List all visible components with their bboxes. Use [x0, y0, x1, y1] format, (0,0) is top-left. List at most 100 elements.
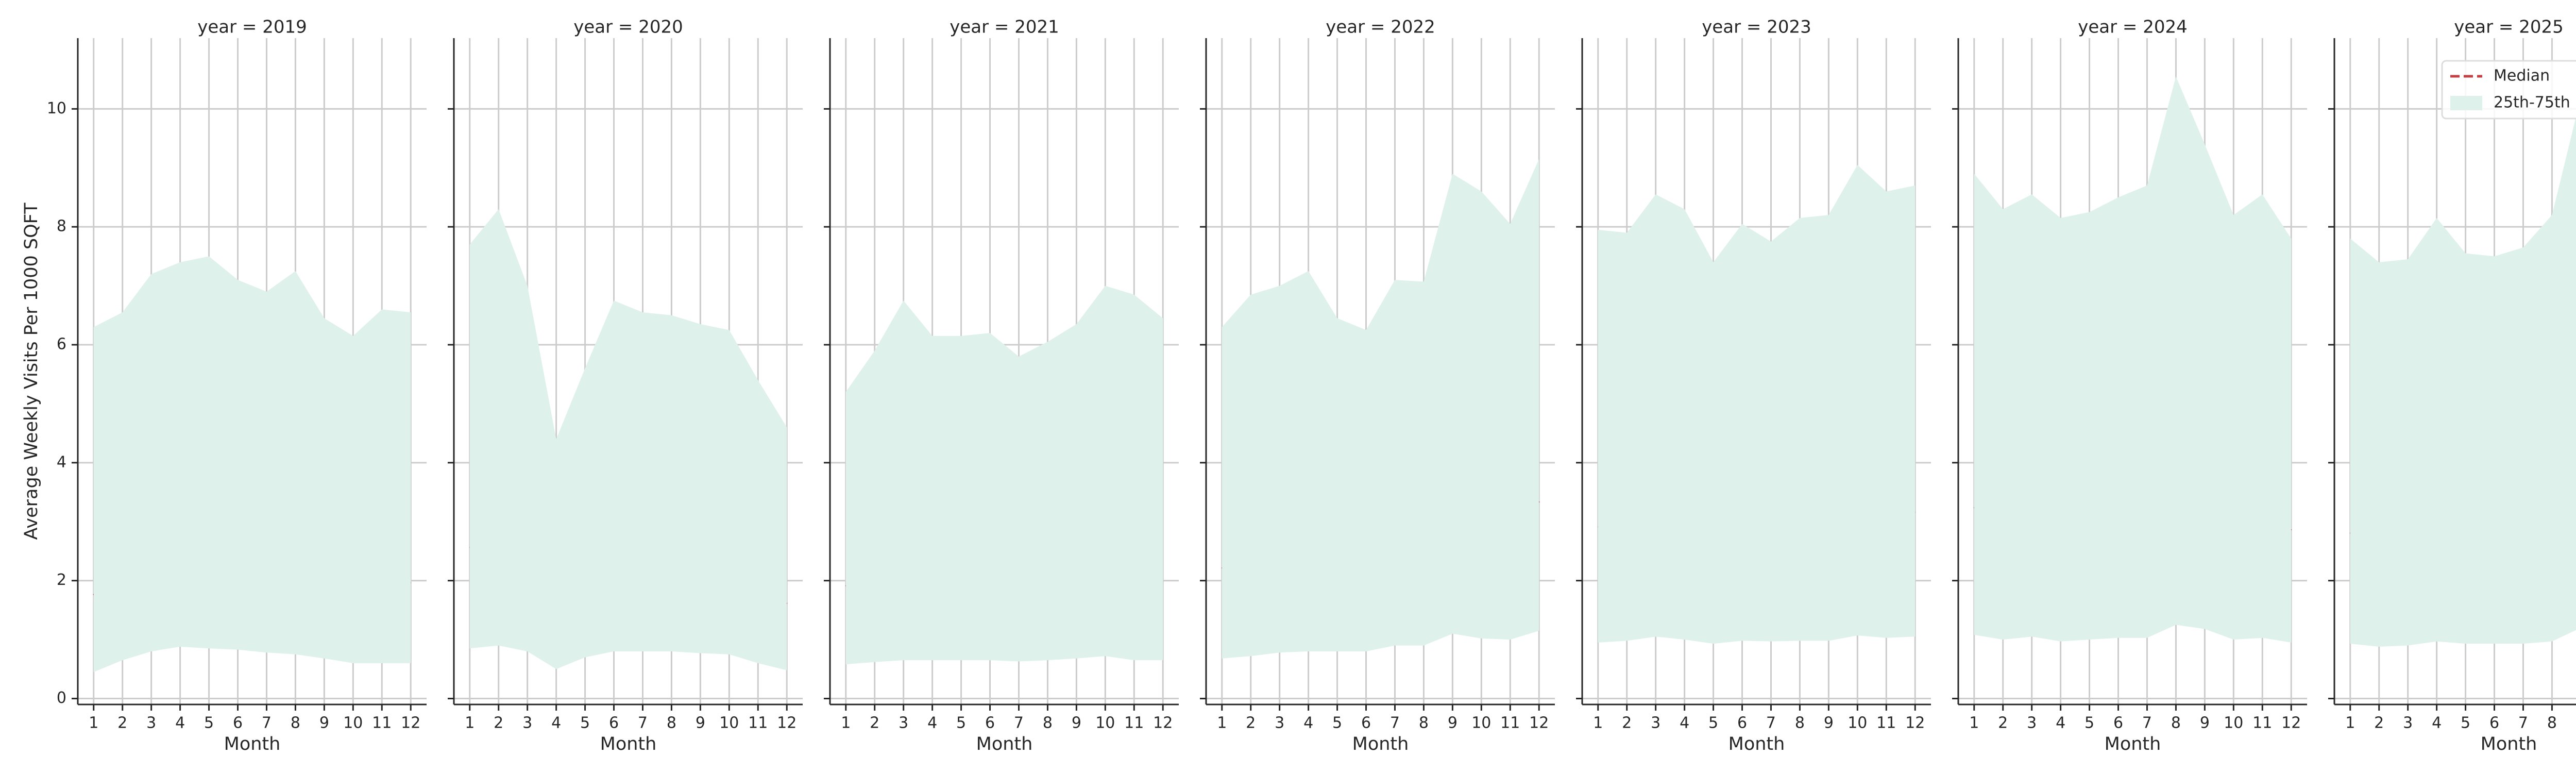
- x-tick-label: 10: [1095, 714, 1115, 732]
- x-tick-label: 7: [1766, 714, 1776, 732]
- x-tick-label: 1: [89, 714, 98, 732]
- x-tick-label: 5: [956, 714, 966, 732]
- x-tick-label: 12: [1153, 714, 1173, 732]
- x-tick-label: 6: [2489, 714, 2499, 732]
- x-tick-label: 9: [1448, 714, 1458, 732]
- x-tick-label: 9: [696, 714, 705, 732]
- y-tick-label: 2: [57, 571, 66, 589]
- x-tick-label: 6: [233, 714, 243, 732]
- x-tick-label: 10: [1471, 714, 1491, 732]
- y-tick-label: 0: [57, 689, 66, 707]
- x-tick-label: 12: [777, 714, 796, 732]
- facet-title: year = 2021: [950, 17, 1059, 38]
- facet: year = 2025123456789101112MonthMedian25t…: [2328, 17, 2576, 754]
- x-tick-label: 6: [609, 714, 619, 732]
- x-tick-label: 10: [1848, 714, 1867, 732]
- x-axis-label: Month: [1728, 734, 1785, 754]
- x-axis-label: Month: [2481, 734, 2537, 754]
- legend-label: 25th-75th Percentile: [2494, 94, 2576, 112]
- x-tick-label: 8: [667, 714, 676, 732]
- x-tick-label: 3: [899, 714, 908, 732]
- x-tick-label: 12: [1529, 714, 1549, 732]
- y-tick-label: 4: [57, 453, 66, 471]
- legend-label: Median: [2494, 67, 2550, 85]
- x-tick-label: 7: [1390, 714, 1400, 732]
- legend: Median 25th-75th Percentile: [2441, 60, 2576, 120]
- y-tick-label: 10: [47, 99, 66, 117]
- x-tick-label: 2: [2374, 714, 2384, 732]
- facet-title: year = 2025: [2454, 17, 2563, 38]
- x-tick-label: 6: [1737, 714, 1747, 732]
- x-tick-label: 3: [522, 714, 532, 732]
- x-tick-label: 3: [2027, 714, 2037, 732]
- y-axis-label: Average Weekly Visits Per 1000 SQFT: [21, 203, 42, 540]
- x-tick-label: 10: [343, 714, 363, 732]
- x-tick-label: 2: [1998, 714, 2008, 732]
- x-tick-label: 12: [401, 714, 420, 732]
- x-tick-label: 11: [1876, 714, 1896, 732]
- x-tick-label: 11: [372, 714, 392, 732]
- x-tick-label: 5: [580, 714, 590, 732]
- x-tick-label: 11: [1500, 714, 1520, 732]
- x-tick-label: 6: [2113, 714, 2123, 732]
- x-tick-label: 4: [927, 714, 937, 732]
- x-tick-label: 12: [1905, 714, 1925, 732]
- x-tick-label: 5: [2461, 714, 2470, 732]
- x-tick-label: 9: [1072, 714, 1081, 732]
- x-tick-label: 1: [2345, 714, 2355, 732]
- x-tick-label: 5: [1708, 714, 1718, 732]
- x-tick-label: 8: [291, 714, 300, 732]
- percentile-band: [469, 209, 787, 670]
- x-tick-label: 2: [494, 714, 503, 732]
- x-tick-label: 3: [2403, 714, 2413, 732]
- x-tick-label: 4: [175, 714, 185, 732]
- x-tick-label: 9: [319, 714, 329, 732]
- facet-title: year = 2024: [2078, 17, 2187, 38]
- x-tick-label: 7: [262, 714, 272, 732]
- x-tick-label: 12: [2281, 714, 2301, 732]
- x-tick-label: 3: [146, 714, 156, 732]
- x-tick-label: 4: [2432, 714, 2442, 732]
- x-axis-label: Month: [1352, 734, 1409, 754]
- x-tick-label: 1: [1593, 714, 1603, 732]
- x-tick-label: 8: [2547, 714, 2557, 732]
- x-tick-label: 7: [1014, 714, 1024, 732]
- x-tick-label: 8: [1043, 714, 1053, 732]
- x-tick-label: 4: [1303, 714, 1313, 732]
- x-tick-label: 11: [748, 714, 768, 732]
- facet-title: year = 2019: [197, 17, 307, 38]
- x-tick-label: 6: [1361, 714, 1371, 732]
- x-tick-label: 6: [985, 714, 995, 732]
- x-tick-label: 10: [719, 714, 739, 732]
- facet-title: year = 2023: [1702, 17, 1811, 38]
- x-tick-label: 2: [117, 714, 127, 732]
- x-tick-label: 3: [1275, 714, 1284, 732]
- x-axis-label: Month: [600, 734, 657, 754]
- percentile-band: [2350, 116, 2576, 647]
- x-tick-label: 2: [870, 714, 879, 732]
- x-tick-label: 10: [2224, 714, 2243, 732]
- percentile-band: [1974, 76, 2292, 643]
- x-tick-label: 9: [1824, 714, 1834, 732]
- facet-title: year = 2020: [573, 17, 683, 38]
- x-tick-label: 7: [2142, 714, 2152, 732]
- x-tick-label: 7: [638, 714, 648, 732]
- x-tick-label: 8: [1419, 714, 1429, 732]
- x-tick-label: 2: [1246, 714, 1256, 732]
- x-tick-label: 5: [204, 714, 214, 732]
- x-axis-label: Month: [224, 734, 281, 754]
- y-tick-label: 6: [57, 335, 66, 354]
- x-axis-label: Month: [2105, 734, 2161, 754]
- x-tick-label: 2: [1622, 714, 1632, 732]
- x-tick-label: 11: [1124, 714, 1144, 732]
- x-tick-label: 11: [2252, 714, 2272, 732]
- x-axis-label: Month: [976, 734, 1033, 754]
